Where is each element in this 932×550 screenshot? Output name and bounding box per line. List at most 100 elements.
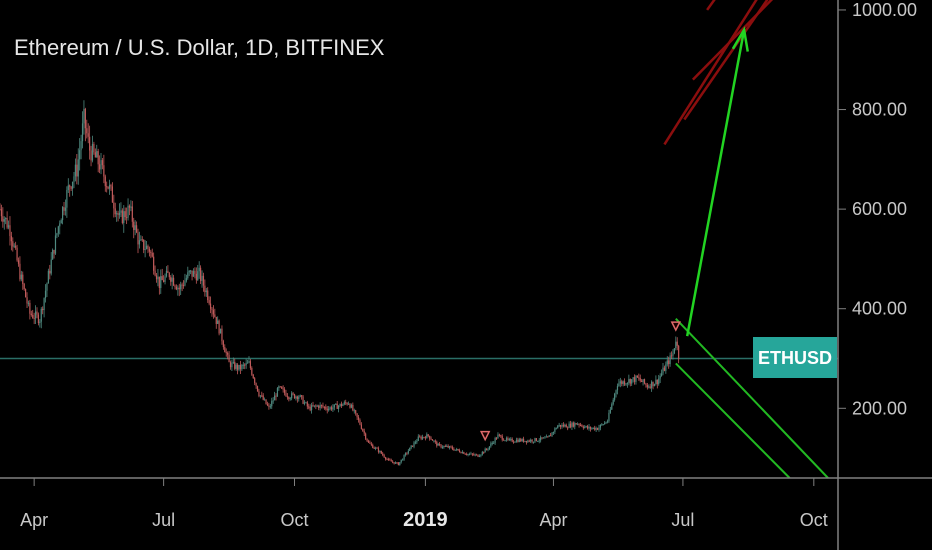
candle-body [567,427,569,429]
candle-body [468,454,471,456]
candle-body [353,410,355,412]
candle-body [508,438,510,440]
candle-body [466,454,468,456]
candle-body [194,270,196,274]
candle-body [74,164,77,177]
candle-body [126,217,128,219]
candle-body [447,445,449,448]
candle-body [649,386,651,388]
candle-body [572,422,574,427]
candle-body [550,435,552,437]
candle-body [396,462,398,464]
candle-body [663,367,666,371]
candle-body [43,298,45,311]
candle-body [165,270,168,277]
candle-body [124,211,126,218]
x-tick-label: Oct [800,510,828,530]
candle-body [451,447,454,450]
candle-body [347,403,350,405]
candle-body [13,245,15,247]
candle-body [646,384,648,388]
symbol-badge[interactable]: ETHUSD [753,337,837,378]
candle-body [564,424,566,427]
candle-body [269,406,271,408]
candle-body [436,441,438,446]
y-tick-label: 200.00 [852,398,907,418]
candle-body [70,186,72,189]
candle-body [299,395,301,397]
candle-body [673,348,675,354]
candle-body [537,440,539,442]
candle-body [359,419,361,425]
candle-body [525,440,528,443]
candle-body [433,440,435,442]
candle-body [551,432,553,436]
candle-body [30,313,32,315]
candle-body [191,270,193,277]
y-tick-label: 800.00 [852,100,907,120]
candle-body [135,225,138,233]
candle-body [554,428,556,433]
candle-body [504,440,506,442]
candle-body [584,426,586,428]
candle-body [676,341,678,346]
candle-body [333,404,335,408]
candle-body [292,393,294,395]
candle-body [362,428,364,431]
signal-marker-icon [670,321,682,332]
candle-body [440,444,442,448]
candle-body [238,364,240,370]
candle-body [79,150,81,160]
candle-body [96,151,98,158]
candle-body [16,247,18,261]
candle-body [346,403,348,405]
candle-body [636,375,638,378]
candle-body [87,133,89,137]
candle-body [421,436,424,439]
candle-body [464,453,466,455]
candle-body [229,362,232,368]
candle-body [185,278,187,281]
candle-body [86,128,88,134]
candle-body [417,436,419,441]
candle-body [281,386,283,389]
candle-body [458,450,461,453]
candle-body [98,164,101,170]
candle-body [626,382,629,384]
candle-body [557,425,559,429]
candle-body [619,381,621,384]
candle-body [67,185,69,190]
candle-body [530,439,532,442]
candle-body [656,379,658,385]
candle-body [639,378,641,381]
candle-body [675,341,677,349]
candle-body [188,270,190,273]
candle-body [127,205,129,218]
candle-body [211,308,213,311]
candle-body [178,287,180,290]
candle-body [62,207,64,221]
candle-body [195,273,197,281]
candle-body [507,438,509,440]
candle-body [222,341,224,348]
candle-body [309,406,311,411]
candle-body [117,213,119,215]
candle-body [209,303,212,309]
candle-body [228,354,230,363]
candle-body [493,442,495,444]
candle-body [301,395,303,397]
candle-body [326,408,328,411]
candle-body [90,150,92,161]
candle-body [32,314,34,318]
candle-body [94,152,96,158]
candle-body [246,362,249,364]
candle-body [642,379,644,382]
candle-body [638,377,640,379]
candle-body [291,393,293,399]
candle-body [36,311,38,315]
candle-body [184,280,186,286]
candle-body [214,314,216,317]
x-tick-label: Jul [152,510,175,530]
candle-body [161,276,163,281]
candle-body [494,438,496,443]
